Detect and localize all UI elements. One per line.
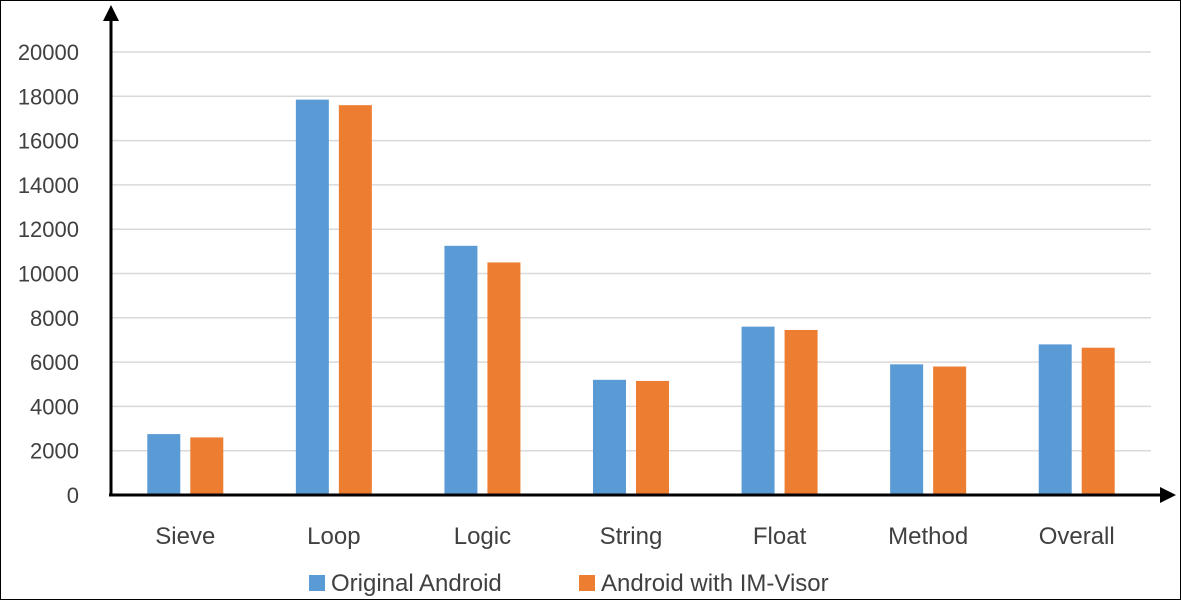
bar-android-with-im-visor-float [784, 329, 818, 495]
y-tick-label: 0 [67, 483, 79, 508]
bar-original-android-sieve [147, 434, 181, 495]
bar-android-with-im-visor-sieve [190, 437, 224, 495]
bar-android-with-im-visor-string [636, 380, 669, 495]
bar-original-android-method [890, 364, 924, 495]
y-tick-label: 14000 [18, 173, 79, 198]
bar-original-android-logic [444, 245, 478, 495]
y-tick-label: 4000 [30, 394, 79, 419]
x-category-label: String [600, 523, 663, 550]
y-tick-label: 16000 [18, 129, 79, 154]
y-axis-tick-labels: 0 2000 4000 6000 8000 10000 12000 14000 16000 180… [18, 40, 79, 508]
y-tick-label: 18000 [18, 84, 79, 109]
bar-original-android-overall [1038, 344, 1072, 495]
bars [147, 99, 1115, 495]
bar-android-with-im-visor-loop [338, 105, 372, 495]
x-category-label: Logic [454, 523, 511, 550]
bar-original-android-loop [295, 99, 329, 495]
legend: Original Android Android with IM-Visor [309, 570, 829, 597]
x-axis-arrowhead [1160, 487, 1176, 503]
gridlines [111, 51, 1151, 452]
y-tick-label: 12000 [18, 217, 79, 242]
bar-android-with-im-visor-method [933, 366, 967, 495]
y-tick-label: 10000 [18, 262, 79, 287]
bar-original-android-string [593, 379, 626, 495]
y-tick-label: 2000 [30, 439, 79, 464]
x-category-label: Sieve [155, 523, 215, 550]
bar-android-with-im-visor-overall [1081, 347, 1115, 495]
legend-swatch [309, 575, 325, 591]
y-tick-label: 20000 [18, 40, 79, 65]
x-axis-category-labels: Sieve Loop Logic String Float Method Overall [155, 523, 1114, 550]
axes [103, 5, 1176, 503]
y-axis-arrowhead [103, 5, 119, 21]
bar-original-android-float [741, 326, 775, 495]
x-category-label: Loop [307, 523, 360, 550]
y-tick-label: 8000 [30, 306, 79, 331]
bar-android-with-im-visor-logic [487, 262, 521, 495]
x-category-label: Float [753, 523, 807, 550]
legend-label: Android with IM-Visor [601, 570, 829, 597]
x-category-label: Overall [1039, 523, 1115, 550]
legend-swatch [579, 575, 595, 591]
x-category-label: Method [888, 523, 968, 550]
y-tick-label: 6000 [30, 350, 79, 375]
legend-label: Original Android [331, 570, 502, 597]
